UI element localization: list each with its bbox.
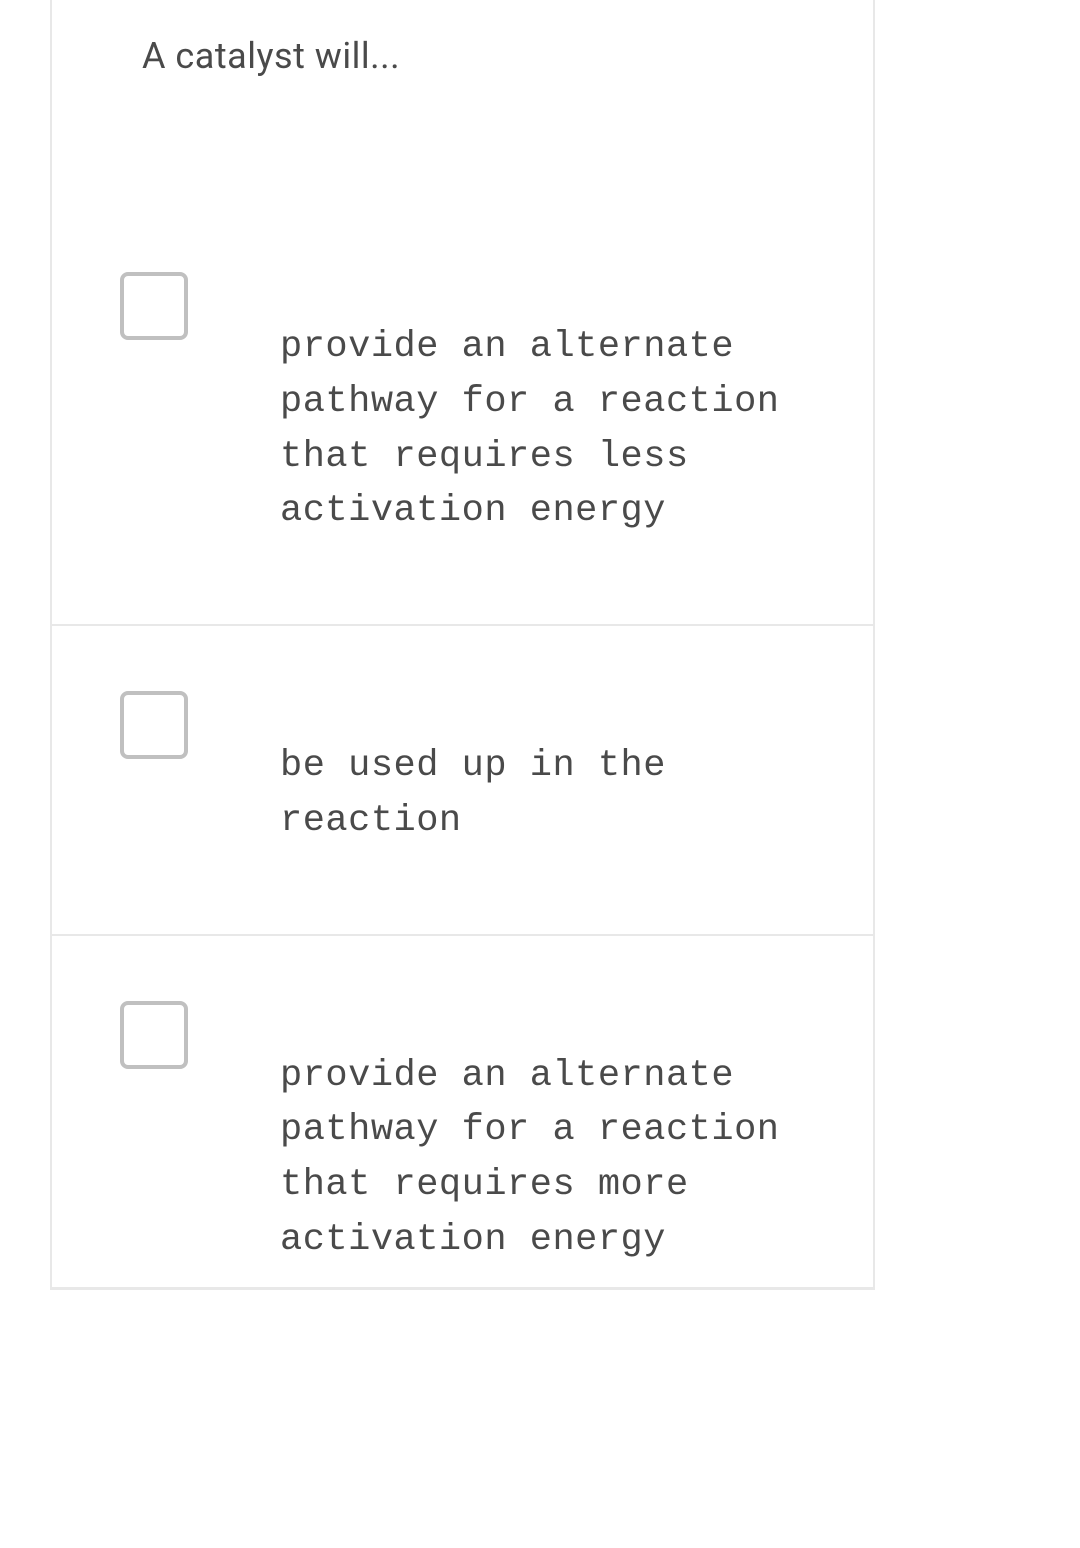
option-row[interactable]: provide an alternate pathway for a react… [52, 77, 873, 624]
option-row[interactable]: provide an alternate pathway for a react… [52, 934, 873, 1353]
question-section: A catalyst will... [52, 0, 873, 77]
option-checkbox-3[interactable] [120, 1001, 188, 1069]
question-prompt: A catalyst will... [142, 35, 783, 77]
option-text: provide an alternate pathway for a react… [280, 320, 783, 539]
quiz-container: A catalyst will... provide an alternate … [50, 0, 875, 1290]
option-checkbox-2[interactable] [120, 691, 188, 759]
option-row[interactable]: be used up in the reaction [52, 624, 873, 934]
option-text: be used up in the reaction [280, 739, 783, 849]
option-checkbox-1[interactable] [120, 272, 188, 340]
option-text: provide an alternate pathway for a react… [280, 1049, 783, 1268]
